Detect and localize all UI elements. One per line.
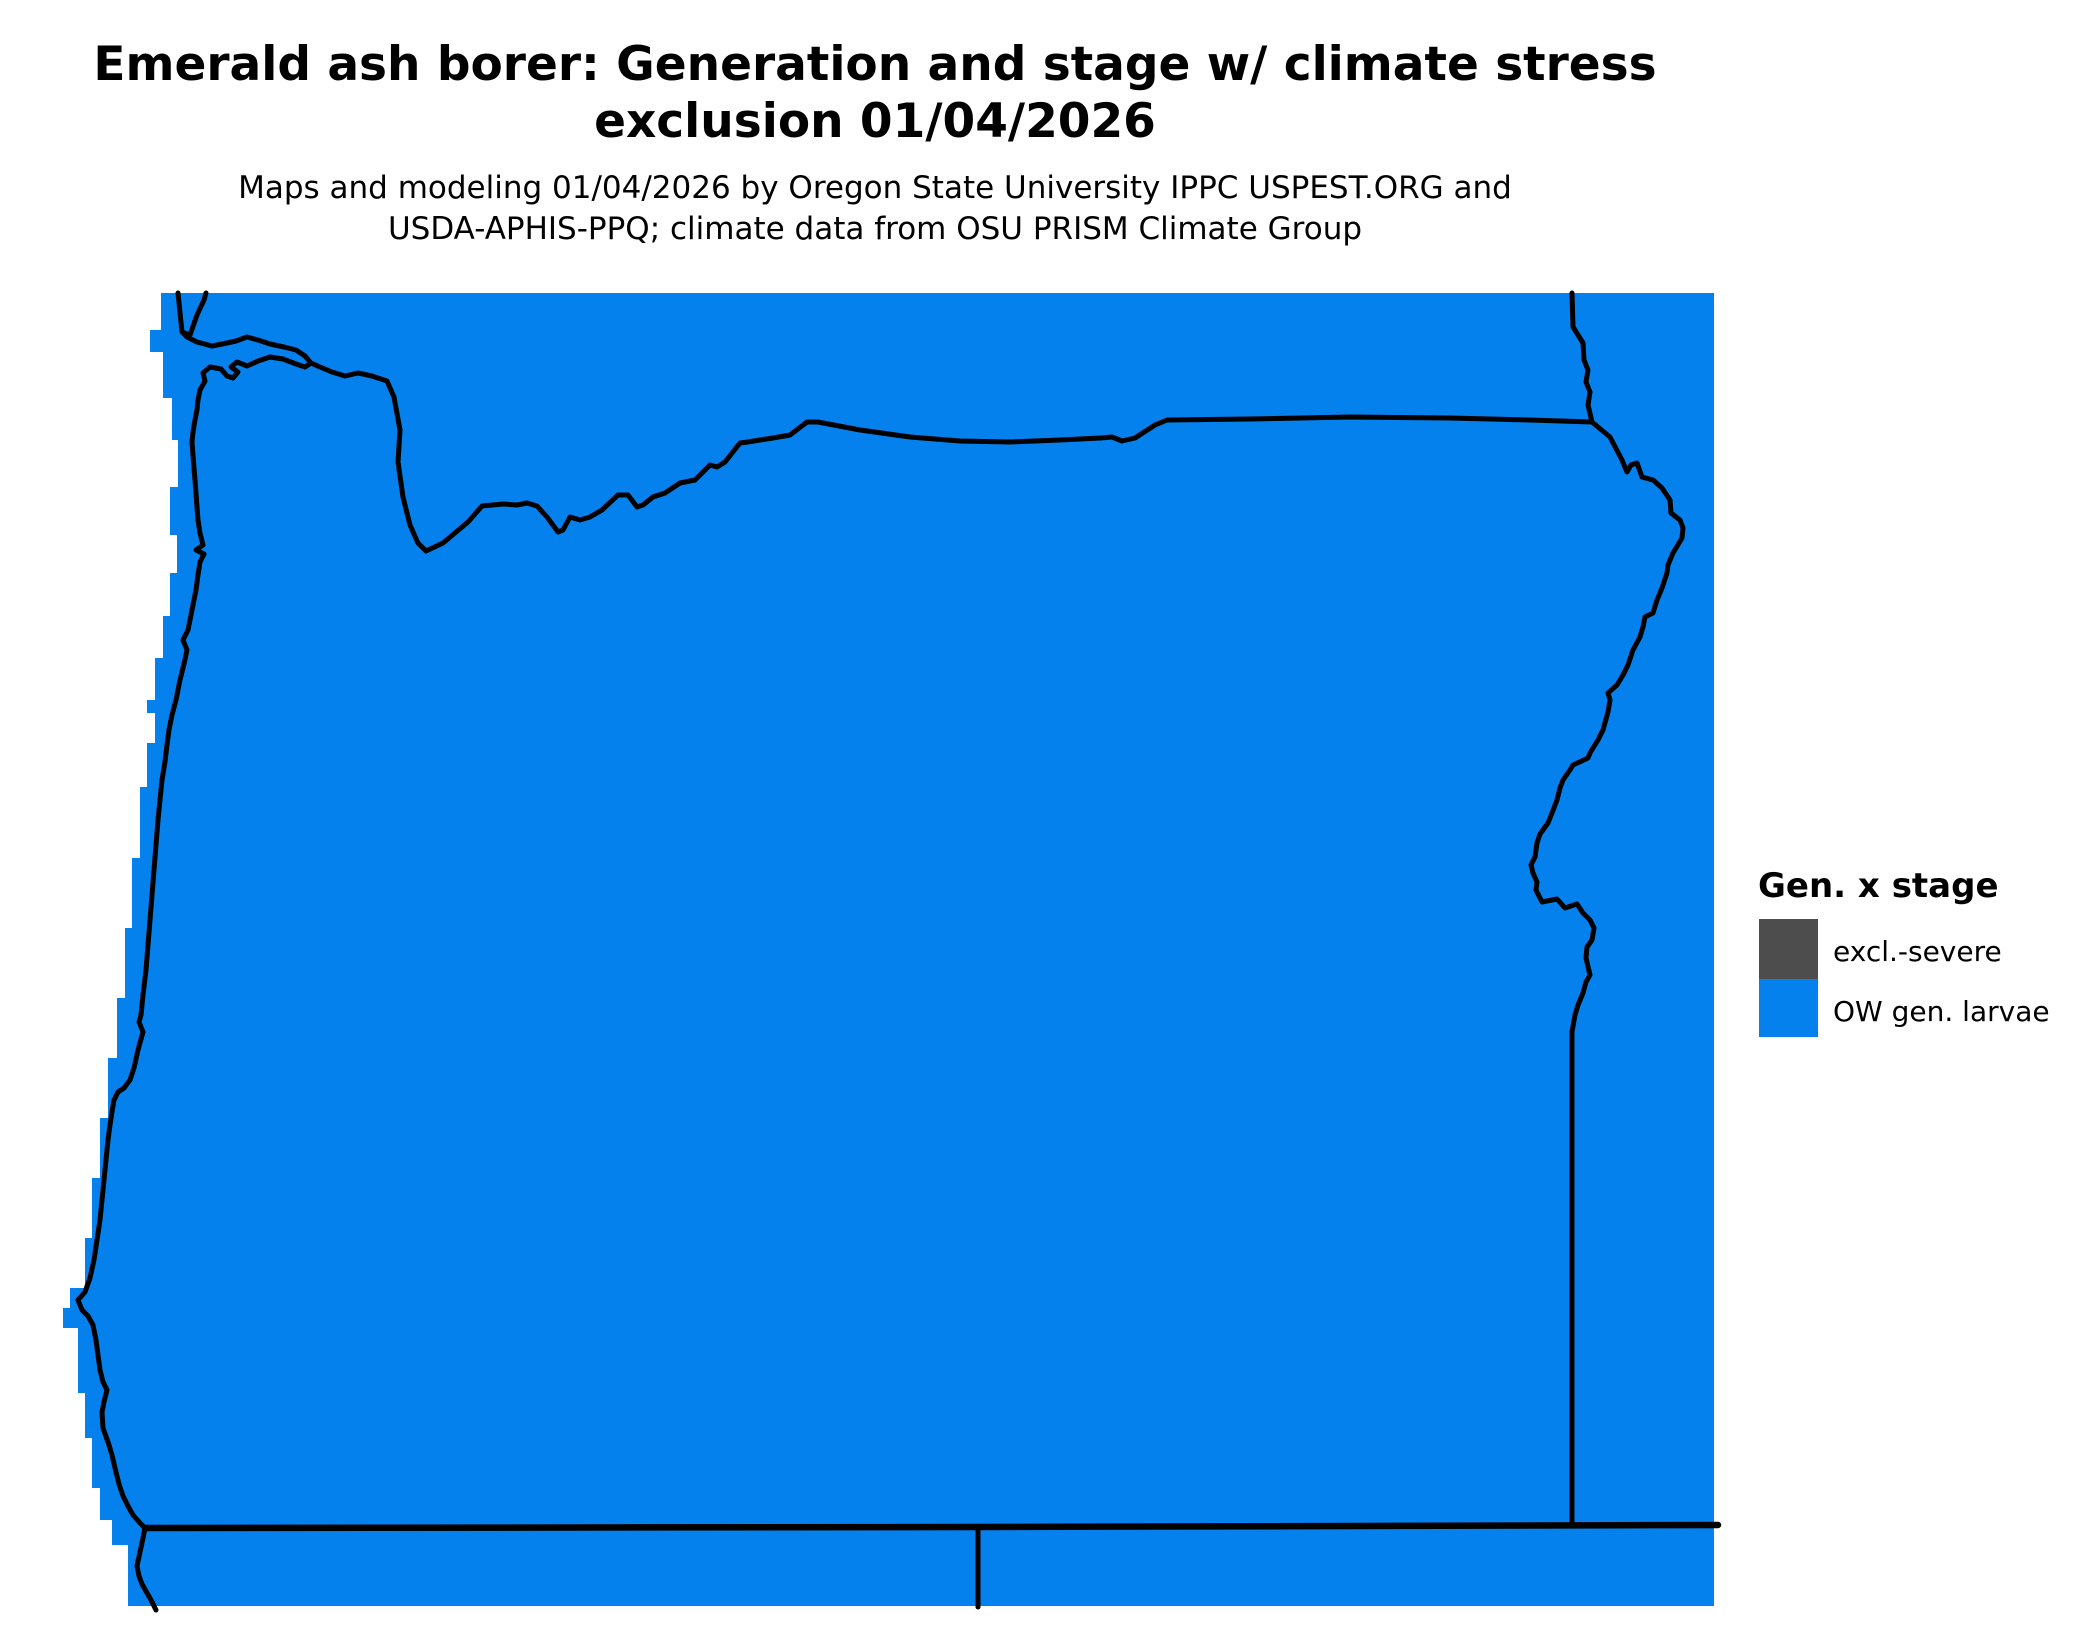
legend-swatch-column xyxy=(1759,919,1818,1037)
map-title-line2: exclusion 01/04/2026 xyxy=(594,94,1156,149)
peninsula-boundary-line xyxy=(175,290,209,338)
coastline-line xyxy=(75,378,208,1613)
north-east-state-border-line xyxy=(308,360,1686,1529)
legend-label-excl-severe: excl.-severe xyxy=(1833,935,2002,968)
model-raster-area xyxy=(63,293,1714,1606)
map-title: Emerald ash borer: Generation and stage … xyxy=(0,36,1750,150)
legend-swatch-excl-severe xyxy=(1759,919,1818,979)
map-subtitle-line2: USDA-APHIS-PPQ; climate data from OSU PR… xyxy=(387,211,1363,247)
legend-label-ow-gen-larvae: OW gen. larvae xyxy=(1833,995,2050,1028)
map-title-line1: Emerald ash borer: Generation and stage … xyxy=(93,37,1657,92)
map-subtitle: Maps and modeling 01/04/2026 by Oregon S… xyxy=(0,168,1750,250)
legend-swatch-ow-gen-larvae xyxy=(1759,979,1818,1037)
wa-id-border-line xyxy=(1569,290,1595,425)
legend: Gen. x stage excl.-severe OW gen. larvae xyxy=(1758,866,2098,1037)
map-subtitle-line1: Maps and modeling 01/04/2026 by Oregon S… xyxy=(238,170,1512,206)
legend-title: Gen. x stage xyxy=(1758,866,1999,906)
south-border-line xyxy=(141,1521,1722,1532)
estuary-boundary-line xyxy=(180,330,314,384)
